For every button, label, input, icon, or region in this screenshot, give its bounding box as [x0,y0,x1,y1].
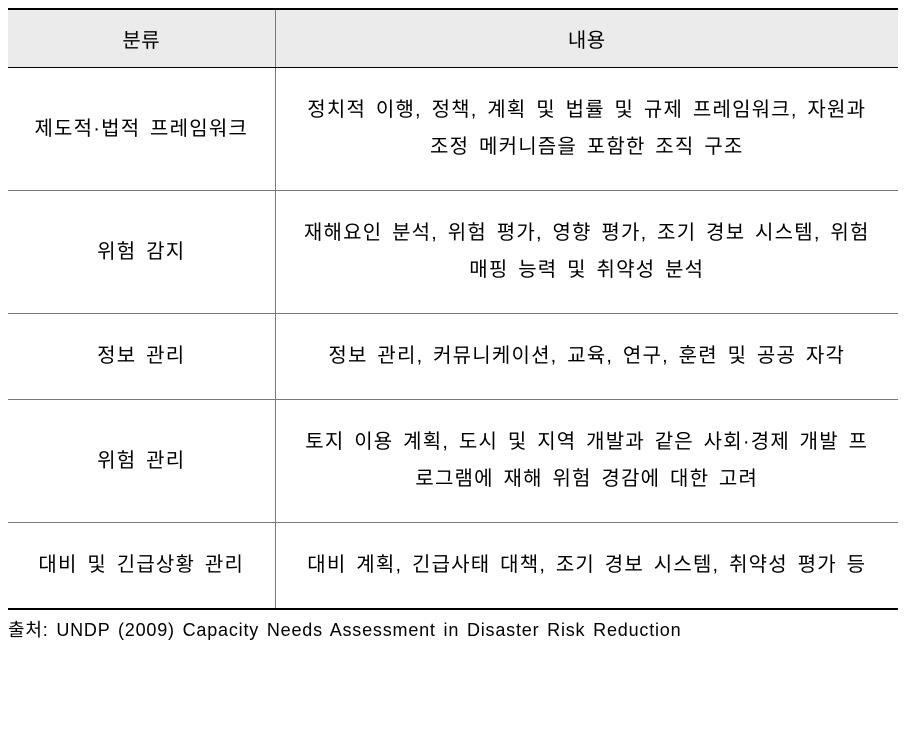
table-row: 위험 감지 재해요인 분석, 위험 평가, 영향 평가, 조기 경보 시스템, … [8,191,898,314]
category-cell: 제도적·법적 프레임워크 [8,68,275,191]
content-cell: 정보 관리, 커뮤니케이션, 교육, 연구, 훈련 및 공공 자각 [275,314,898,400]
column-header-category: 분류 [8,9,275,68]
content-cell: 정치적 이행, 정책, 계획 및 법률 및 규제 프레임워크, 자원과 조정 메… [275,68,898,191]
source-citation: 출처: UNDP (2009) Capacity Needs Assessmen… [8,616,898,642]
category-cell: 대비 및 긴급상황 관리 [8,523,275,610]
table-header-row: 분류 내용 [8,9,898,68]
category-cell: 위험 관리 [8,400,275,523]
content-cell: 대비 계획, 긴급사태 대책, 조기 경보 시스템, 취약성 평가 등 [275,523,898,610]
classification-table: 분류 내용 제도적·법적 프레임워크 정치적 이행, 정책, 계획 및 법률 및… [8,8,898,610]
column-header-content: 내용 [275,9,898,68]
table-row: 정보 관리 정보 관리, 커뮤니케이션, 교육, 연구, 훈련 및 공공 자각 [8,314,898,400]
category-cell: 위험 감지 [8,191,275,314]
category-cell: 정보 관리 [8,314,275,400]
table-row: 위험 관리 토지 이용 계획, 도시 및 지역 개발과 같은 사회·경제 개발 … [8,400,898,523]
table-row: 대비 및 긴급상황 관리 대비 계획, 긴급사태 대책, 조기 경보 시스템, … [8,523,898,610]
content-cell: 토지 이용 계획, 도시 및 지역 개발과 같은 사회·경제 개발 프로그램에 … [275,400,898,523]
table-row: 제도적·법적 프레임워크 정치적 이행, 정책, 계획 및 법률 및 규제 프레… [8,68,898,191]
content-cell: 재해요인 분석, 위험 평가, 영향 평가, 조기 경보 시스템, 위험 매핑 … [275,191,898,314]
